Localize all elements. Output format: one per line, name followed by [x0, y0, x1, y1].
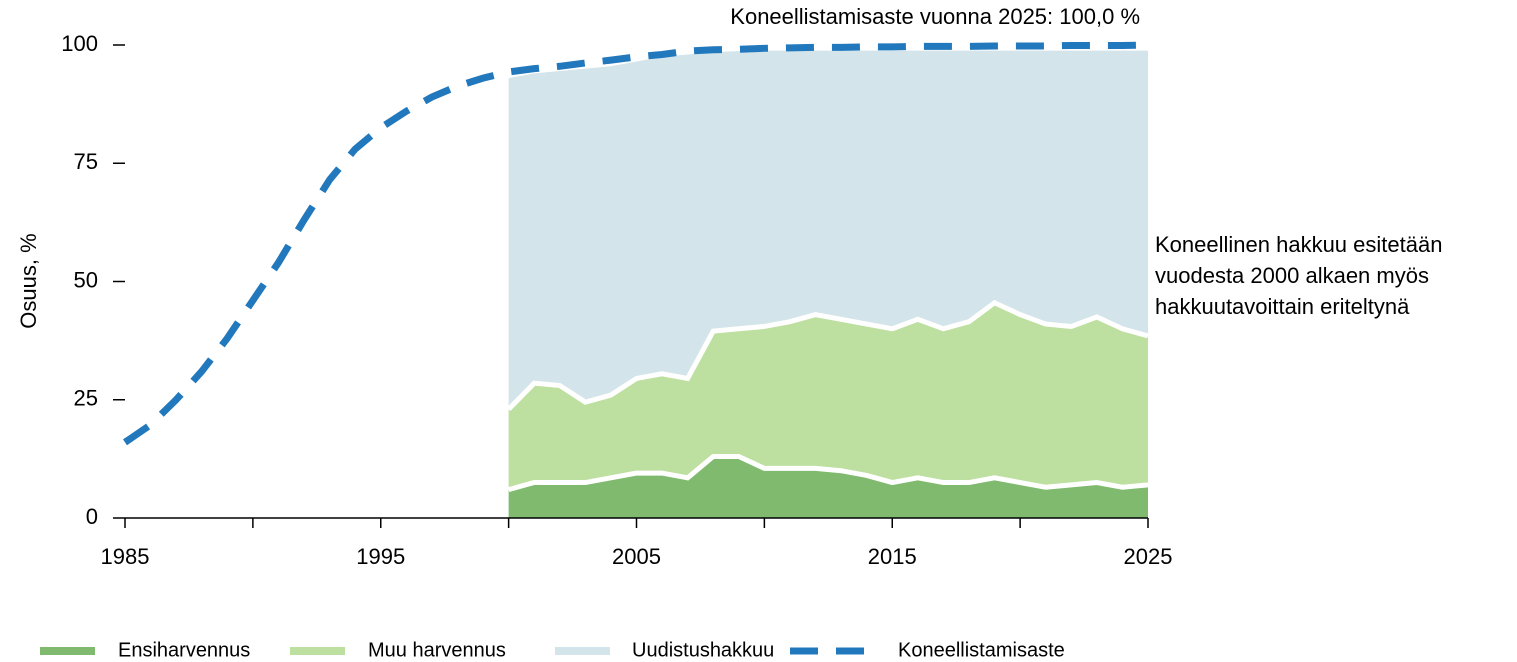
- legend-label: Ensiharvennus: [118, 639, 250, 661]
- x-tick-label: 1985: [101, 544, 150, 569]
- y-tick-label: 50: [74, 267, 98, 292]
- legend-swatch: [40, 647, 95, 655]
- legend-label: Uudistushakkuu: [632, 639, 774, 661]
- side-note: hakkuutavoittain eriteltynä: [1155, 294, 1410, 319]
- legend-label: Muu harvennus: [368, 639, 506, 661]
- area: [508, 50, 1148, 410]
- area-edge: [506, 299, 1149, 411]
- legend-swatch: [555, 647, 610, 655]
- legend-swatch: [290, 647, 345, 655]
- y-axis-label: Osuus, %: [16, 233, 41, 328]
- annotation: Koneellistamisaste vuonna 2025: 100,0 %: [730, 4, 1140, 29]
- y-tick-label: 0: [86, 504, 98, 529]
- legend-label: Koneellistamisaste: [898, 639, 1065, 661]
- x-tick-label: 2025: [1124, 544, 1173, 569]
- side-note: Koneellinen hakkuu esitetään: [1155, 232, 1442, 257]
- y-tick-label: 25: [74, 386, 98, 411]
- y-tick-label: 75: [74, 149, 98, 174]
- side-note: vuodesta 2000 alkaen myös: [1155, 263, 1429, 288]
- area-edge: [507, 454, 1149, 493]
- x-tick-label: 2015: [868, 544, 917, 569]
- area: [508, 456, 1148, 518]
- y-tick-label: 100: [61, 31, 98, 56]
- area: [508, 302, 1148, 490]
- x-tick-label: 1995: [356, 544, 405, 569]
- x-tick-label: 2005: [612, 544, 661, 569]
- line: [123, 41, 1149, 446]
